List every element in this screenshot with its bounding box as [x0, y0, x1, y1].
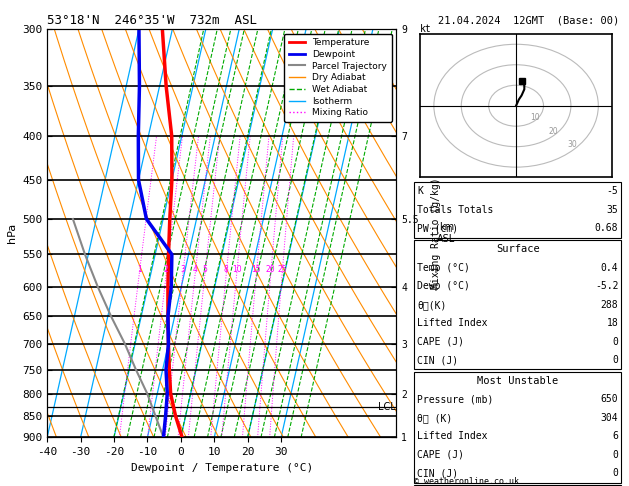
Text: 10: 10	[232, 265, 242, 274]
Text: Surface: Surface	[496, 244, 540, 254]
Text: 3: 3	[181, 265, 186, 274]
Text: -5.2: -5.2	[595, 281, 618, 291]
Text: LCL: LCL	[377, 402, 395, 412]
Text: 0: 0	[613, 337, 618, 347]
Text: Lifted Index: Lifted Index	[417, 318, 487, 328]
Text: Most Unstable: Most Unstable	[477, 376, 559, 386]
Text: 0: 0	[613, 355, 618, 365]
Y-axis label: km
ASL: km ASL	[437, 223, 455, 244]
Text: Lifted Index: Lifted Index	[417, 432, 487, 441]
Text: 18: 18	[606, 318, 618, 328]
Text: 6: 6	[613, 432, 618, 441]
Text: 35: 35	[606, 205, 618, 215]
Text: Temp (°C): Temp (°C)	[417, 263, 470, 273]
Text: CAPE (J): CAPE (J)	[417, 450, 464, 460]
Text: 20: 20	[548, 126, 558, 136]
Text: 0.68: 0.68	[595, 224, 618, 233]
Text: 0: 0	[613, 450, 618, 460]
Text: Dewp (°C): Dewp (°C)	[417, 281, 470, 291]
Text: 4: 4	[192, 265, 198, 274]
Text: CAPE (J): CAPE (J)	[417, 337, 464, 347]
Text: 304: 304	[601, 413, 618, 423]
Text: Pressure (mb): Pressure (mb)	[417, 395, 493, 404]
Text: 1: 1	[137, 265, 142, 274]
Text: 0.4: 0.4	[601, 263, 618, 273]
Text: CIN (J): CIN (J)	[417, 355, 458, 365]
Text: CIN (J): CIN (J)	[417, 469, 458, 478]
X-axis label: Dewpoint / Temperature (°C): Dewpoint / Temperature (°C)	[131, 463, 313, 473]
Text: K: K	[417, 187, 423, 196]
Text: 10: 10	[530, 113, 540, 122]
Text: -5: -5	[606, 187, 618, 196]
Text: 21.04.2024  12GMT  (Base: 00): 21.04.2024 12GMT (Base: 00)	[438, 16, 619, 26]
Text: 650: 650	[601, 395, 618, 404]
Text: PW (cm): PW (cm)	[417, 224, 458, 233]
Text: © weatheronline.co.uk: © weatheronline.co.uk	[414, 477, 519, 486]
Text: 8: 8	[224, 265, 228, 274]
Text: 20: 20	[266, 265, 276, 274]
Text: 0: 0	[613, 469, 618, 478]
Text: Mixing Ratio (g/kg): Mixing Ratio (g/kg)	[431, 177, 441, 289]
Y-axis label: hPa: hPa	[6, 223, 16, 243]
Text: 15: 15	[252, 265, 261, 274]
Text: 30: 30	[567, 140, 577, 150]
Text: 25: 25	[277, 265, 287, 274]
Text: θᴇ (K): θᴇ (K)	[417, 413, 452, 423]
Text: 53°18'N  246°35'W  732m  ASL: 53°18'N 246°35'W 732m ASL	[47, 14, 257, 27]
Text: kt: kt	[420, 24, 432, 34]
Text: 288: 288	[601, 300, 618, 310]
Legend: Temperature, Dewpoint, Parcel Trajectory, Dry Adiabat, Wet Adiabat, Isotherm, Mi: Temperature, Dewpoint, Parcel Trajectory…	[284, 34, 392, 122]
Text: 5: 5	[203, 265, 208, 274]
Text: 2: 2	[164, 265, 169, 274]
Text: Totals Totals: Totals Totals	[417, 205, 493, 215]
Text: θᴇ(K): θᴇ(K)	[417, 300, 447, 310]
